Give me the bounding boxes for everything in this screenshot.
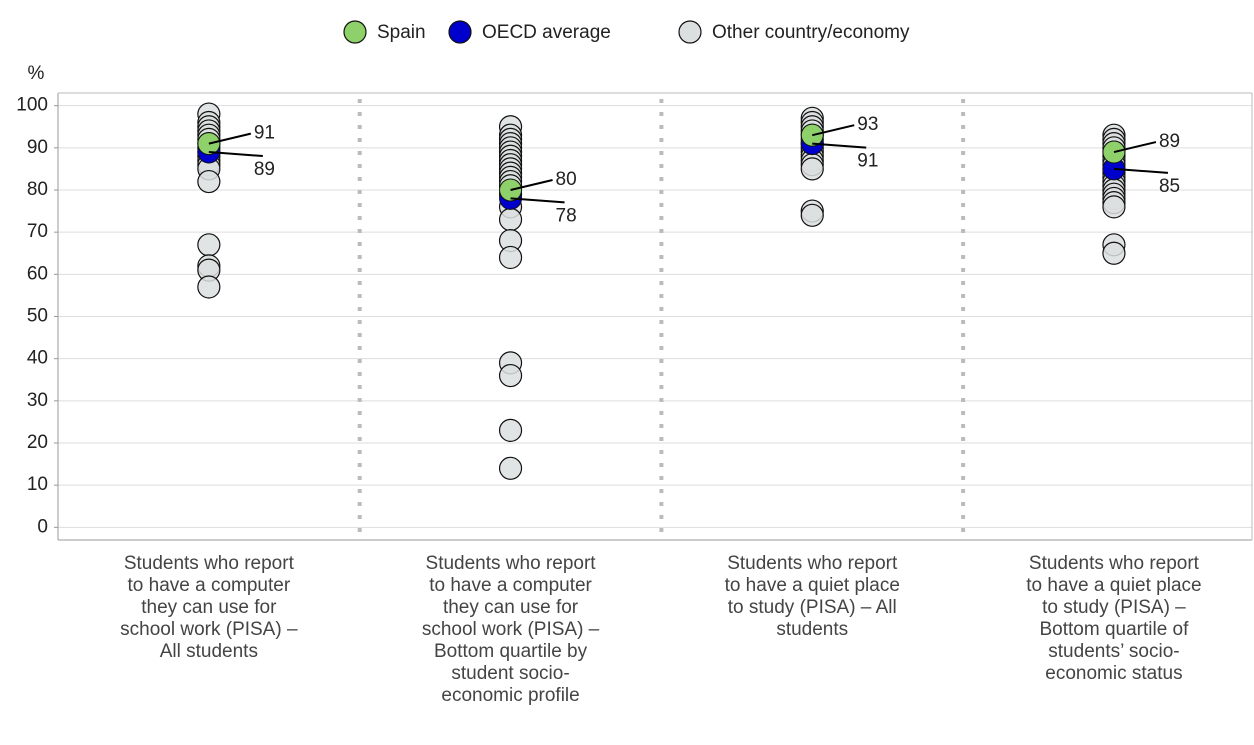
- x-tick-label: Students who report to have a computer t…: [421, 553, 600, 706]
- y-tick-label: 80: [27, 179, 48, 200]
- y-tick-label: 50: [27, 306, 48, 327]
- leader-line: [208, 132, 252, 145]
- dot: [498, 456, 523, 480]
- data-label: 89: [1159, 131, 1180, 152]
- leader-line: [1113, 167, 1169, 174]
- legend-marker: [343, 20, 367, 44]
- y-tick-label: 90: [27, 137, 48, 158]
- y-tick-label: 30: [27, 390, 48, 411]
- dot: [197, 275, 221, 299]
- dot: [1102, 241, 1126, 265]
- x-tick-label: Students who report to have a quiet plac…: [724, 553, 900, 640]
- y-tick-label: 40: [27, 348, 48, 369]
- leader-line: [812, 124, 855, 137]
- data-label: 91: [254, 123, 275, 144]
- y-tick-label: 100: [16, 95, 48, 116]
- y-tick-label: 70: [27, 221, 48, 242]
- legend-marker: [448, 20, 472, 44]
- x-tick-label: Students who report to have a computer t…: [120, 553, 298, 662]
- leader-line: [510, 197, 565, 204]
- x-tick-label: Students who report to have a quiet plac…: [1026, 553, 1202, 684]
- data-label: 78: [556, 205, 577, 226]
- y-tick-label: 0: [37, 516, 48, 537]
- y-tick-label: 20: [27, 432, 48, 453]
- data-label: 80: [556, 169, 577, 190]
- leader-line: [812, 142, 867, 149]
- dot: [498, 418, 523, 442]
- dot: [800, 203, 824, 227]
- legend-label: Spain: [377, 22, 426, 43]
- leader-line: [1113, 141, 1157, 154]
- data-label: 93: [857, 114, 878, 135]
- dot: [498, 245, 523, 270]
- dot: [800, 157, 824, 181]
- leader-line: [208, 151, 263, 158]
- leader-line: [510, 179, 553, 191]
- dot: [197, 233, 221, 257]
- legend-label: Other country/economy: [712, 22, 910, 43]
- y-tick-label: 60: [27, 263, 48, 284]
- dot: [197, 169, 221, 194]
- dot: [1102, 195, 1126, 219]
- data-label: 85: [1159, 176, 1180, 197]
- y-axis-label: %: [28, 63, 45, 84]
- dot: [498, 363, 523, 388]
- data-label: 91: [857, 151, 878, 172]
- dot: [498, 207, 523, 232]
- data-label: 89: [254, 159, 275, 180]
- legend-marker: [678, 20, 702, 44]
- legend-label: OECD average: [482, 22, 611, 43]
- y-tick-label: 10: [27, 474, 48, 495]
